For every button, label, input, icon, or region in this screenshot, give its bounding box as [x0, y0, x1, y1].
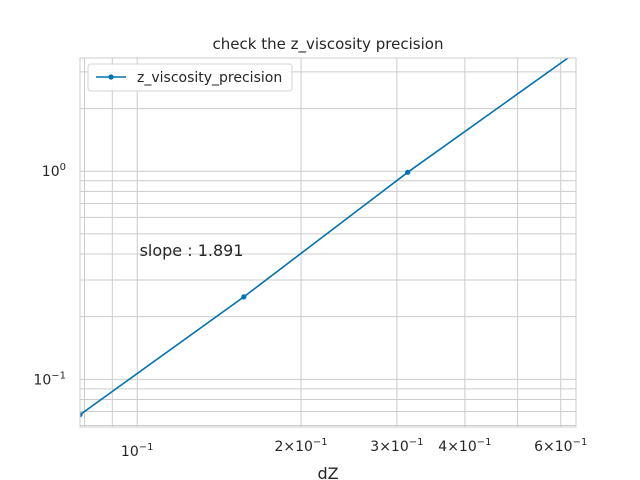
plot-frame	[79, 57, 577, 428]
annotations: slope : 1.891	[140, 241, 244, 260]
legend-marker	[108, 74, 114, 80]
x-tick-label: 2×10−1	[274, 437, 327, 455]
y-tick-label: 100	[42, 162, 66, 180]
x-axis-label: dZ	[317, 464, 338, 480]
legend-box	[87, 63, 293, 92]
x-tick-labels: 10−1 2×10−1 3×10−1 4×10−1 6×10−1	[121, 437, 587, 460]
grid	[80, 58, 576, 427]
x-tick-label: 10−1	[121, 442, 154, 460]
slope-annotation: slope : 1.891	[140, 241, 244, 260]
y-tick-label: 10−1	[33, 370, 66, 388]
x-tick-label: 6×10−1	[534, 437, 587, 455]
series-layer	[80, 58, 573, 418]
legend: z_viscosity_precision	[87, 63, 293, 92]
y-tick-labels: 10−1 100	[33, 162, 66, 388]
x-tick-label: 3×10−1	[370, 437, 423, 455]
series-line	[80, 58, 570, 416]
plot-area	[80, 58, 576, 427]
data-point	[80, 412, 83, 418]
legend-label: z_viscosity_precision	[137, 70, 282, 86]
data-point	[405, 169, 411, 175]
chart-title: check the z_viscosity precision	[213, 35, 444, 54]
data-point	[241, 294, 247, 300]
x-tick-label: 4×10−1	[438, 437, 491, 455]
